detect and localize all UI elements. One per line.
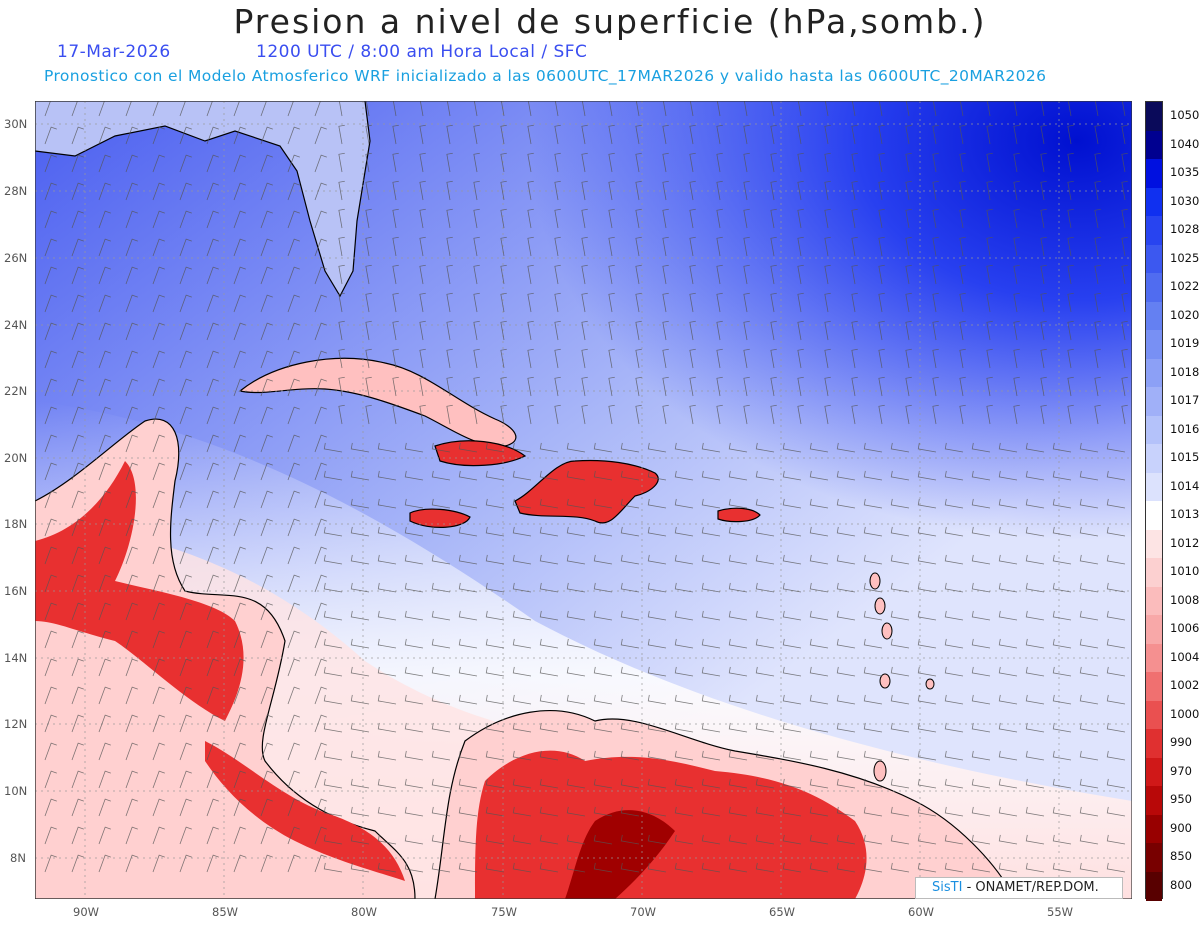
- lesser-antilles: [869, 572, 935, 782]
- lat-label: 28N: [4, 184, 28, 198]
- colorbar-swatch: [1146, 757, 1162, 787]
- colorbar-swatch: [1146, 529, 1162, 559]
- lon-label: 85W: [212, 905, 239, 919]
- colorbar-label: 1000: [1170, 706, 1200, 721]
- colorbar-swatch: [1146, 843, 1162, 872]
- lat-label: 26N: [4, 251, 28, 265]
- colorbar-swatch: [1146, 558, 1162, 587]
- colorbar-label: 850: [1170, 849, 1192, 864]
- colorbar-label: 1028: [1170, 222, 1200, 237]
- colorbar-swatch: [1146, 729, 1162, 758]
- colorbar-swatch: [1146, 159, 1162, 188]
- colorbar-swatch: [1146, 130, 1162, 160]
- credit-text: - ONAMET/REP.DOM.: [966, 880, 1099, 895]
- colorbar-label: 1008: [1170, 592, 1200, 607]
- colorbar-label: 1025: [1170, 250, 1200, 265]
- colorbar: [1145, 101, 1163, 901]
- colorbar-label: 1018: [1170, 364, 1200, 379]
- colorbar-swatch: [1146, 700, 1162, 730]
- hispaniola: [514, 459, 659, 524]
- colorbar-swatch: [1146, 444, 1162, 473]
- lat-label: 14N: [4, 651, 28, 665]
- colorbar-label: 1004: [1170, 649, 1200, 664]
- lat-label: 30N: [4, 117, 28, 131]
- central-america-south: [205, 741, 405, 881]
- colorbar-swatch: [1146, 415, 1162, 445]
- wind-barbs: [44, 96, 1128, 873]
- colorbar-label: 1002: [1170, 678, 1200, 693]
- pressure-map: [34, 96, 1133, 900]
- colorbar-label: 950: [1170, 792, 1192, 807]
- colorbar-swatch: [1146, 643, 1162, 673]
- south-america-max: [565, 810, 675, 899]
- colorbar-swatch: [1146, 187, 1162, 217]
- colorbar-label: 1035: [1170, 165, 1200, 180]
- colorbar-label: 1019: [1170, 336, 1200, 351]
- colorbar-swatch: [1146, 472, 1162, 502]
- credit-brand: SisTI: [932, 880, 963, 895]
- colorbar-swatch: [1146, 358, 1162, 388]
- colorbar-swatch: [1146, 586, 1162, 616]
- central-america-high: [35, 461, 244, 721]
- colorbar-label: 1016: [1170, 421, 1200, 436]
- colorbar-swatch: [1146, 301, 1162, 331]
- colorbar-swatch: [1146, 387, 1162, 416]
- colorbar-swatch: [1146, 501, 1162, 530]
- lat-label: 24N: [4, 318, 28, 332]
- forecast-date: 17-Mar-2026: [57, 42, 171, 62]
- forecast-time: 1200 UTC / 8:00 am Hora Local / SFC: [256, 42, 588, 62]
- lon-label: 80W: [351, 905, 378, 919]
- lat-label: 20N: [4, 451, 28, 465]
- lat-label: 16N: [4, 584, 28, 598]
- colorbar-label: 900: [1170, 820, 1192, 835]
- colorbar-swatch: [1146, 244, 1162, 274]
- south-america-high: [475, 750, 867, 899]
- colorbar-label: 1014: [1170, 478, 1200, 493]
- colorbar-label: 1006: [1170, 621, 1200, 636]
- colorbar-label: 1022: [1170, 279, 1200, 294]
- lat-label: 22N: [4, 384, 28, 398]
- lat-label: 18N: [4, 517, 28, 531]
- colorbar-label: 970: [1170, 763, 1192, 778]
- colorbar-label: 1012: [1170, 535, 1200, 550]
- forecast-info: Pronostico con el Modelo Atmosferico WRF…: [44, 67, 1047, 85]
- colorbar-swatch: [1146, 814, 1162, 844]
- colorbar-label: 1017: [1170, 393, 1200, 408]
- cuba-east: [434, 440, 527, 467]
- puerto-rico: [717, 507, 761, 523]
- colorbar-label: 990: [1170, 735, 1192, 750]
- florida: [34, 100, 371, 298]
- map-canvas: [34, 96, 1133, 900]
- colorbar-swatch: [1146, 102, 1162, 131]
- lon-label: 60W: [908, 905, 935, 919]
- map-title: Presion a nivel de superficie (hPa,somb.…: [233, 2, 987, 41]
- lon-label: 65W: [769, 905, 796, 919]
- colorbar-swatch: [1146, 273, 1162, 302]
- colorbar-label: 1020: [1170, 307, 1200, 322]
- colorbar-swatch: [1146, 786, 1162, 815]
- colorbar-swatch: [1146, 615, 1162, 644]
- lat-label: 12N: [4, 717, 28, 731]
- lon-label: 90W: [73, 905, 100, 919]
- lon-label: 75W: [491, 905, 518, 919]
- lon-label: 70W: [630, 905, 657, 919]
- lon-label: 55W: [1047, 905, 1074, 919]
- colorbar-swatch: [1146, 672, 1162, 701]
- colorbar-label: 800: [1170, 877, 1192, 892]
- graticule: [35, 101, 1132, 899]
- lat-label: 10N: [4, 784, 28, 798]
- colorbar-swatch: [1146, 216, 1162, 245]
- jamaica: [409, 508, 471, 528]
- lat-label: 8N: [10, 851, 26, 865]
- colorbar-swatch: [1146, 871, 1162, 901]
- colorbar-label: 1050: [1170, 108, 1200, 123]
- colorbar-label: 1030: [1170, 193, 1200, 208]
- colorbar-label: 1015: [1170, 450, 1200, 465]
- colorbar-swatch: [1146, 330, 1162, 359]
- colorbar-label: 1010: [1170, 564, 1200, 579]
- credit-box: SisTI - ONAMET/REP.DOM.: [915, 877, 1123, 899]
- colorbar-label: 1040: [1170, 136, 1200, 151]
- colorbar-label: 1013: [1170, 507, 1200, 522]
